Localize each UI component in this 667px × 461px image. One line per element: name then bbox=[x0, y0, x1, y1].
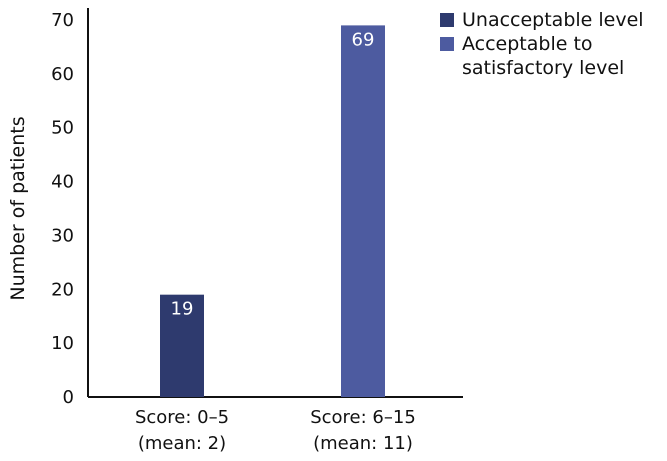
y-axis: 0 10 20 30 40 50 60 70 bbox=[51, 8, 89, 408]
y-tick-label: 0 bbox=[63, 387, 74, 408]
legend-swatch-unacceptable bbox=[440, 13, 454, 27]
bar bbox=[341, 25, 385, 398]
legend-label-acceptable: Acceptable to satisfactory level bbox=[462, 33, 625, 79]
x-axis: Score: 0–5 (mean: 2) Score: 6–15 (mean: 11) bbox=[88, 396, 463, 454]
x-category-label: Score: 0–5 bbox=[135, 407, 229, 428]
x-category-label: Score: 6–15 bbox=[310, 407, 416, 428]
x-category-label: (mean: 2) bbox=[138, 433, 226, 454]
y-axis-label: Number of patients bbox=[7, 116, 29, 300]
y-tick-label: 20 bbox=[51, 279, 74, 300]
y-tick-label: 50 bbox=[51, 118, 74, 139]
y-tick-label: 70 bbox=[51, 10, 74, 31]
legend-label-unacceptable: Unacceptable level bbox=[462, 9, 644, 31]
y-tick-label: 40 bbox=[51, 172, 74, 193]
legend-item-acceptable: Acceptable to satisfactory level bbox=[440, 32, 644, 80]
y-tick-label: 30 bbox=[51, 225, 74, 246]
legend-swatch-acceptable bbox=[440, 37, 454, 51]
x-category-label: (mean: 11) bbox=[313, 433, 413, 454]
bar-value-label: 19 bbox=[171, 299, 194, 320]
legend-item-unacceptable: Unacceptable level bbox=[440, 8, 644, 32]
y-tick-label: 60 bbox=[51, 64, 74, 85]
y-tick-label: 10 bbox=[51, 333, 74, 354]
bar-value-label: 69 bbox=[352, 29, 375, 50]
legend: Unacceptable level Acceptable to satisfa… bbox=[440, 8, 644, 80]
bar bbox=[160, 294, 204, 397]
